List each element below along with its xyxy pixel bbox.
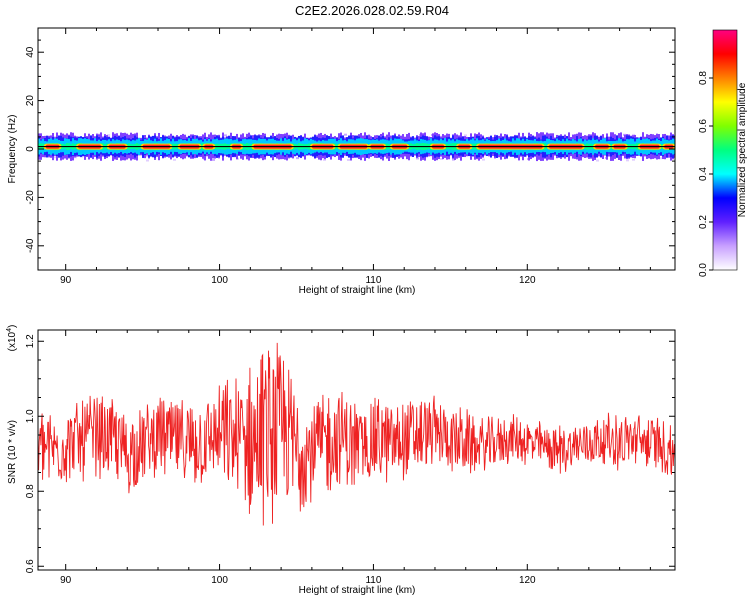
spectral-speckle: [146, 159, 149, 162]
spectral-speckle: [347, 158, 350, 161]
y-tick-label: 1.0: [25, 409, 36, 423]
y-tick-label: 1.2: [25, 334, 36, 348]
spectral-speckle: [659, 157, 662, 160]
spectral-speckle: [452, 158, 455, 161]
spectral-speckle: [464, 134, 467, 137]
snr-multiplier-close: ): [7, 325, 18, 328]
y-tick-label: -40: [25, 238, 36, 253]
x-tick-label: 120: [519, 575, 536, 586]
snr-y-multiplier: (x104): [6, 325, 18, 352]
svg-text:(x104): (x104): [6, 325, 18, 352]
x-tick-label: 100: [211, 275, 228, 286]
spectral-speckle: [224, 134, 227, 137]
chart-title: C2E2.2026.028.02.59.R04: [295, 3, 449, 18]
snr-x-label: Height of straight line (km): [299, 585, 416, 596]
spectral-speckle: [323, 158, 326, 161]
snr-series-line: [38, 342, 675, 526]
snr-frame: [37, 329, 676, 571]
spectral-speckle: [440, 157, 443, 160]
spectrogram-heatmap: [38, 132, 675, 162]
snr-ticks: 90 100 110 120 0.6 0.8 1.0 1.2: [25, 330, 675, 586]
spectrogram-y-label: Frequency (Hz): [7, 115, 18, 184]
x-tick-label: 90: [60, 275, 72, 286]
colorbar-tick-label: 0.0: [698, 263, 709, 277]
x-tick-label: 110: [365, 575, 381, 586]
spectral-speckle: [173, 158, 176, 161]
spectral-speckle: [482, 158, 485, 161]
x-tick-label: 90: [60, 575, 72, 586]
y-tick-label: 0: [25, 146, 36, 152]
spectral-speckle: [296, 157, 299, 160]
y-tick-label: 40: [25, 46, 36, 58]
spectral-speckle: [632, 133, 635, 136]
y-tick-label: 0.6: [25, 559, 36, 573]
snr-multiplier-base: (x10: [7, 331, 18, 351]
x-tick-label: 110: [365, 275, 381, 286]
colorbar-tick-label: 0.2: [698, 215, 709, 229]
snr-panel: 90 100 110 120 0.6 0.8 1.0 1.2 Height of straig…: [6, 325, 676, 596]
y-tick-label: -20: [25, 190, 36, 205]
spectral-speckle: [344, 133, 347, 136]
spectrogram-ticks: 90 100 110 120 40 20 0 -20 -40: [25, 27, 675, 286]
spectral-speckle: [416, 157, 419, 160]
colorbar-tick-label: 0.8: [698, 71, 709, 85]
spectral-speckle: [212, 158, 215, 161]
x-tick-label: 100: [211, 575, 228, 586]
colorbar-label: Normalized spectral amplitude: [737, 82, 748, 217]
y-tick-label: 20: [25, 95, 36, 107]
spectral-speckle: [146, 155, 149, 158]
spectrogram-x-label: Height of straight line (km): [299, 285, 416, 296]
colorbar-tick-label: 0.6: [698, 119, 709, 133]
spectrogram-panel: 90 100 110 120 40 20 0 -20 -40 Height of straigh…: [7, 27, 676, 296]
x-tick-label: 120: [519, 275, 536, 286]
colorbar-gradient: [712, 29, 738, 271]
spectral-speckle: [596, 159, 599, 162]
spectral-speckle: [632, 158, 635, 161]
spectral-speckle: [626, 159, 629, 162]
colorbar-ticks: 0.0 0.2 0.4 0.6 0.8: [698, 71, 713, 277]
snr-y-label: SNR (10 * v/v): [7, 420, 18, 484]
snr-multiplier-exp: 4: [6, 328, 13, 332]
snr-line-layer: [38, 342, 675, 526]
y-tick-label: 0.8: [25, 484, 36, 498]
colorbar: 0.0 0.2 0.4 0.6 0.8 Normalized spectral ampl…: [698, 29, 748, 277]
spectral-speckle: [107, 134, 110, 137]
colorbar-tick-label: 0.4: [698, 167, 709, 181]
spectral-speckle: [53, 156, 56, 159]
